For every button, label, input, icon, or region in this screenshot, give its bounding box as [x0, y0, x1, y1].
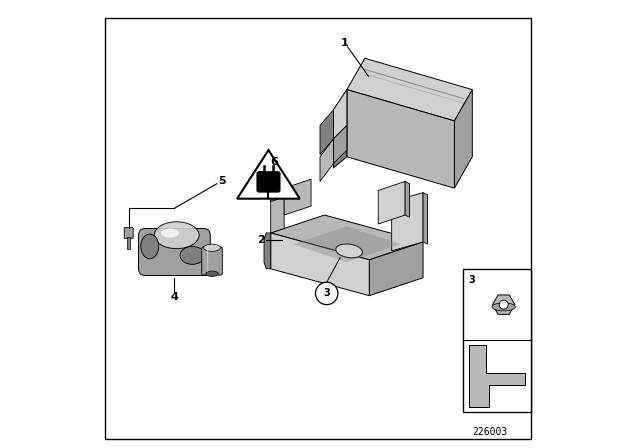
Text: 5: 5	[218, 176, 226, 186]
Bar	[127, 237, 130, 249]
Polygon shape	[271, 179, 284, 233]
Polygon shape	[264, 233, 271, 269]
Ellipse shape	[141, 234, 159, 259]
Ellipse shape	[154, 222, 199, 249]
FancyBboxPatch shape	[257, 172, 280, 192]
Polygon shape	[333, 125, 347, 164]
Polygon shape	[369, 242, 423, 296]
Polygon shape	[468, 345, 525, 407]
Polygon shape	[293, 226, 401, 262]
Text: 4: 4	[170, 293, 179, 302]
Polygon shape	[333, 90, 347, 139]
Ellipse shape	[492, 303, 515, 311]
Polygon shape	[271, 179, 284, 202]
Polygon shape	[333, 90, 347, 168]
Text: 226003: 226003	[472, 427, 508, 437]
Polygon shape	[271, 215, 423, 260]
Circle shape	[499, 300, 508, 309]
Polygon shape	[320, 110, 333, 155]
FancyBboxPatch shape	[124, 228, 133, 238]
Text: 1: 1	[340, 38, 349, 47]
Ellipse shape	[180, 246, 205, 264]
Ellipse shape	[204, 244, 221, 251]
Ellipse shape	[336, 244, 362, 258]
Polygon shape	[284, 179, 311, 215]
Polygon shape	[405, 181, 410, 217]
Polygon shape	[423, 193, 428, 244]
Text: 6: 6	[270, 157, 278, 167]
Polygon shape	[347, 90, 454, 188]
Polygon shape	[378, 181, 405, 224]
Text: 3: 3	[323, 289, 330, 298]
Polygon shape	[320, 139, 333, 181]
Polygon shape	[271, 233, 369, 296]
Polygon shape	[392, 193, 423, 251]
Polygon shape	[454, 90, 472, 188]
Ellipse shape	[206, 271, 218, 276]
FancyBboxPatch shape	[139, 228, 210, 276]
Ellipse shape	[161, 228, 179, 237]
Polygon shape	[347, 58, 472, 121]
Text: 3: 3	[468, 275, 476, 284]
Polygon shape	[237, 150, 300, 199]
Circle shape	[316, 282, 338, 305]
Text: 2: 2	[257, 235, 265, 245]
FancyBboxPatch shape	[202, 247, 222, 275]
Bar	[463, 269, 531, 412]
